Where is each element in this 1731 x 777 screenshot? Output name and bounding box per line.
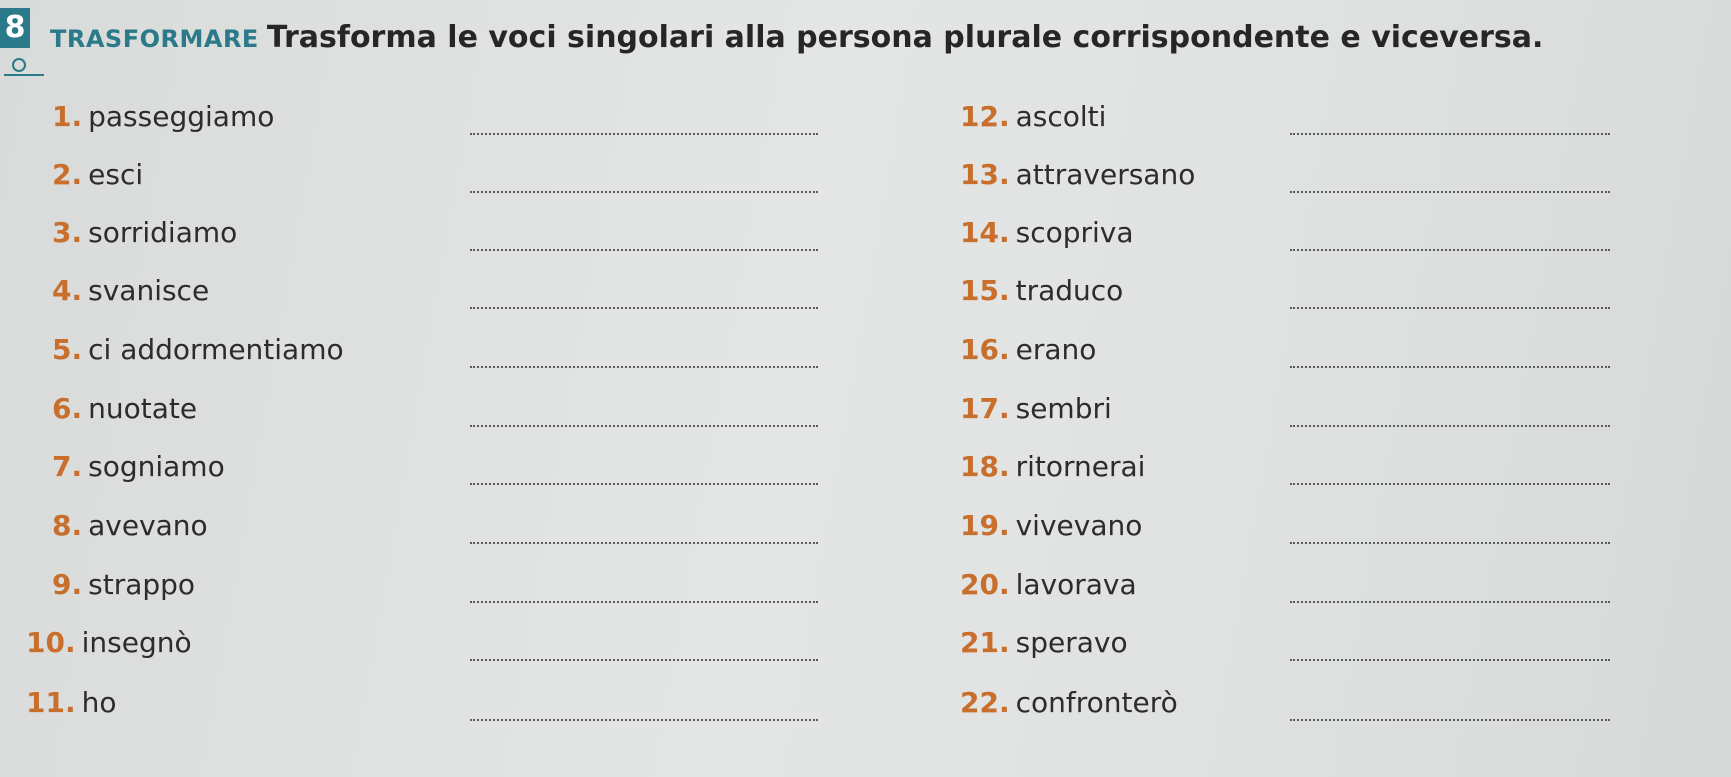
answer-blank[interactable] [470,425,818,427]
answer-blank[interactable] [470,719,818,721]
list-item: 8. avevano [52,509,208,549]
exercise-title: TRASFORMARE Trasforma le voci singolari a… [50,20,1543,55]
list-item: 13. attraversano [960,158,1195,198]
item-word: sorridiamo [88,216,238,249]
list-item: 5. ci addormentiamo [52,333,344,373]
item-number: 12. [960,100,1010,133]
item-number: 6. [52,392,83,425]
item-number: 19. [960,509,1010,542]
answer-blank[interactable] [1290,307,1610,309]
answer-blank[interactable] [470,659,818,661]
answer-blank[interactable] [1290,542,1610,544]
item-word: sembri [1015,392,1112,425]
answer-blank[interactable] [470,133,818,135]
item-number: 20. [960,568,1010,601]
item-word: insegnò [81,626,192,659]
list-item: 7. sogniamo [52,450,225,490]
answer-blank[interactable] [470,249,818,251]
answer-blank[interactable] [1290,133,1610,135]
item-number: 2. [52,158,83,191]
item-number: 5. [52,333,83,366]
answer-blank[interactable] [470,483,818,485]
answer-blank[interactable] [470,191,818,193]
answer-blank[interactable] [1290,601,1610,603]
list-item: 6. nuotate [52,392,197,432]
list-item: 11. ho [26,686,117,726]
exercise-instruction: Trasforma le voci singolari alla persona… [266,20,1544,55]
list-item: 14. scopriva [960,216,1134,256]
item-word: erano [1015,333,1097,366]
item-word: passeggiamo [88,100,275,133]
answer-blank[interactable] [470,307,818,309]
item-word: speravo [1015,626,1128,659]
item-number: 9. [52,568,83,601]
item-word: confronterò [1015,686,1178,719]
list-item: 3. sorridiamo [52,216,237,256]
list-item: 22. confronterò [960,686,1178,726]
exercise-keyword: TRASFORMARE [50,25,259,53]
item-word: avevano [88,509,208,542]
item-word: lavorava [1015,568,1137,601]
item-number: 18. [960,450,1010,483]
list-item: 9. strappo [52,568,195,608]
answer-blank[interactable] [1290,191,1610,193]
difficulty-underline-icon [4,74,44,76]
item-number: 22. [960,686,1010,719]
item-number: 16. [960,333,1010,366]
answer-blank[interactable] [1290,366,1610,368]
answer-blank[interactable] [470,542,818,544]
item-number: 21. [960,626,1010,659]
list-item: 20. lavorava [960,568,1137,608]
item-word: ho [81,686,117,719]
list-item: 2. esci [52,158,143,198]
item-number: 8. [52,509,83,542]
answer-blank[interactable] [470,366,818,368]
item-number: 15. [960,274,1010,307]
answer-blank[interactable] [1290,659,1610,661]
item-word: nuotate [88,392,198,425]
item-number: 11. [26,686,76,719]
item-number: 10. [26,626,76,659]
item-number: 1. [52,100,83,133]
answer-blank[interactable] [1290,483,1610,485]
item-word: ascolti [1015,100,1107,133]
item-number: 13. [960,158,1010,191]
list-item: 10. insegnò [26,626,192,666]
item-word: scopriva [1015,216,1134,249]
list-item: 15. traduco [960,274,1123,314]
item-number: 3. [52,216,83,249]
item-word: esci [88,158,144,191]
list-item: 17. sembri [960,392,1112,432]
answer-blank[interactable] [1290,719,1610,721]
list-item: 18. ritornerai [960,450,1145,490]
item-word: strappo [88,568,196,601]
item-number: 7. [52,450,83,483]
item-number: 14. [960,216,1010,249]
list-item: 12. ascolti [960,100,1106,140]
exercise-number: 8 [0,8,30,48]
item-number: 4. [52,274,83,307]
answer-blank[interactable] [470,601,818,603]
item-word: svanisce [88,274,210,307]
item-word: sogniamo [88,450,225,483]
list-item: 19. vivevano [960,509,1142,549]
list-item: 16. erano [960,333,1096,373]
item-word: ci addormentiamo [88,333,344,366]
answer-blank[interactable] [1290,425,1610,427]
item-word: attraversano [1015,158,1196,191]
list-item: 4. svanisce [52,274,209,314]
answer-blank[interactable] [1290,249,1610,251]
item-word: traduco [1015,274,1124,307]
list-item: 21. speravo [960,626,1128,666]
item-word: vivevano [1015,509,1143,542]
item-number: 17. [960,392,1010,425]
list-item: 1. passeggiamo [52,100,274,140]
item-word: ritornerai [1015,450,1146,483]
difficulty-circle-icon [12,58,26,72]
